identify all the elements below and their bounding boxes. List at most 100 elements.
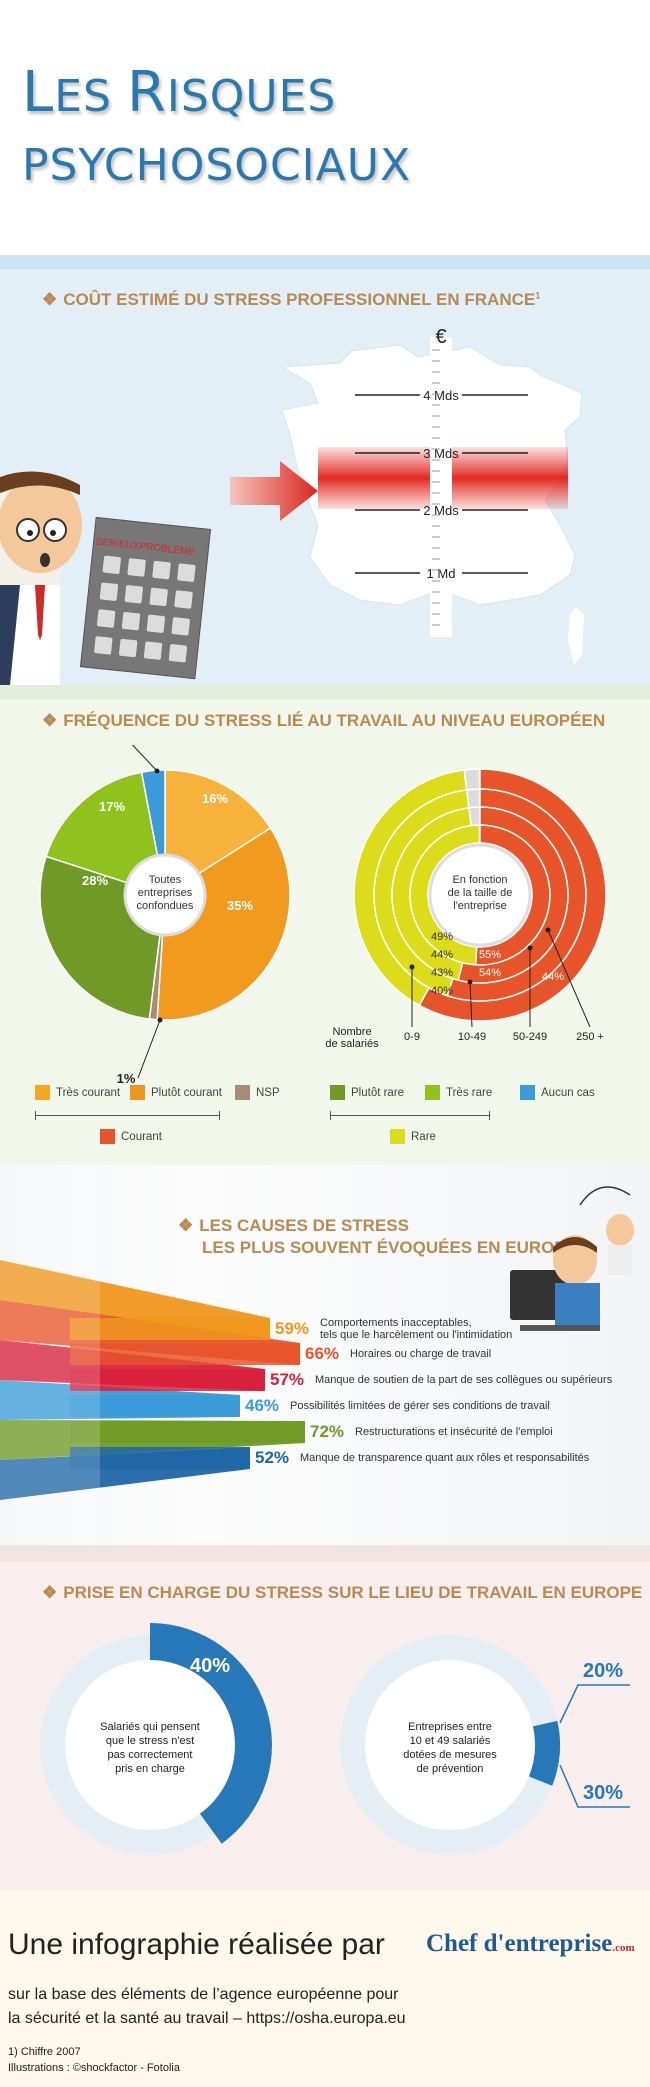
label-leader — [131, 745, 158, 772]
legend-item: NSP — [235, 1085, 280, 1100]
causes-heading-line1: LES CAUSES DE STRESS — [199, 1216, 409, 1235]
diamond-icon: ❖ — [42, 290, 58, 309]
calculator-key — [124, 585, 143, 604]
leader-dot — [157, 1017, 163, 1023]
brand-suffix: .com — [612, 1942, 635, 1954]
ring-label-rare: 40% — [431, 985, 453, 997]
currency-symbol: € — [435, 326, 446, 348]
scale-label: 4 Mds — [423, 388, 459, 403]
support-charts: 40% Salariés qui pensent que le stress n'e… — [40, 1623, 630, 1855]
title-text-1: LES RISQUES — [22, 60, 337, 125]
scale-label: 2 Mds — [423, 503, 459, 518]
ring-segment-other — [463, 768, 481, 791]
leader-dot — [545, 927, 551, 933]
support-heading-text: PRISE EN CHARGE DU STRESS SUR LE LIEU DE… — [63, 1583, 643, 1602]
calculator-key — [99, 582, 119, 601]
donut-center-label: pris en charge — [115, 1763, 185, 1775]
ring-segment-other — [468, 806, 481, 827]
cause-bar — [70, 1395, 240, 1417]
brand-name: Chef d'entreprise — [426, 1930, 613, 1957]
leader-dot — [527, 945, 533, 951]
donut-center — [65, 1660, 235, 1830]
brand-logo[interactable]: Chef d'entreprise.com — [426, 1930, 635, 1958]
ring-center-label: l'entreprise — [453, 900, 506, 912]
size-group-label: 10-49 — [458, 1031, 486, 1043]
legend-label: Aucun cas — [541, 1086, 595, 1099]
legend-item: Aucun cas — [520, 1085, 595, 1100]
causes-heading-line2: LES PLUS SOUVENT ÉVOQUÉES EN EUROPE — [202, 1238, 578, 1257]
value-leader — [559, 1764, 630, 1808]
credit-line: Une infographie réalisée par — [8, 1928, 385, 1962]
ring-label-courant: 55% — [479, 949, 501, 961]
cause-percent: 59% — [275, 1319, 310, 1338]
legend-label: Très courant — [56, 1086, 121, 1099]
calculator-key — [177, 563, 196, 582]
man-at-computer-illustration — [510, 1186, 634, 1331]
pie-data-label: 17% — [99, 799, 125, 814]
donut-center-label: dotées de mesures — [403, 1749, 497, 1761]
causes-section: ❖ LES CAUSES DE STRESS LES PLUS SOUVENT É… — [0, 1165, 650, 1545]
illustration-credit: Illustrations : ©shockfactor - Fotolia — [8, 2062, 180, 2074]
donut-center-label: 10 et 49 salariés — [410, 1735, 491, 1747]
pie-slice — [45, 771, 166, 897]
ring-center — [428, 843, 532, 947]
donut-value-label: 30% — [583, 1782, 623, 1804]
ring-label-courant: 58% — [479, 931, 501, 943]
page-title-line2: PSYCHOSOCIAUX — [22, 140, 411, 191]
footnote-mark: 1 — [535, 290, 541, 301]
support-heading: ❖ PRISE EN CHARGE DU STRESS SUR LE LIEU D… — [42, 1583, 642, 1603]
cause-label: Manque de transparence quant aux rôles e… — [300, 1452, 590, 1464]
calculator-key — [146, 614, 166, 633]
cause-percent: 52% — [255, 1448, 290, 1467]
legend-item: Plutôt courant — [130, 1085, 222, 1100]
pie-data-label: 16% — [202, 791, 228, 806]
size-leader — [547, 929, 591, 1028]
size-group-label: 50-249 — [513, 1031, 547, 1043]
credit-prefix: Une infographie réalisée par — [8, 1928, 385, 1961]
ring-label-rare: 44% — [431, 949, 453, 961]
frequency-heading: ❖ FRÉQUENCE DU STRESS LIÉ AU TRAVAIL AU N… — [42, 711, 605, 731]
page-fold — [0, 1165, 100, 1545]
calculator-key — [149, 587, 168, 607]
calculator-key — [152, 560, 171, 580]
arrow-icon — [230, 461, 318, 521]
calculator-key — [102, 555, 121, 574]
cost-heading: ❖ COÛT ESTIMÉ DU STRESS PROFESSIONNEL EN … — [42, 290, 540, 310]
ring-label-outer: 44% — [542, 971, 564, 983]
header: LES RISQUES PSYCHOSOCIAUX — [0, 0, 650, 255]
legend-swatch — [235, 1085, 250, 1100]
donut-segment — [150, 1623, 272, 1844]
donut-center-label: Salariés qui pensent — [100, 1721, 200, 1733]
donut-center-label: Entreprises entre — [408, 1721, 492, 1733]
cost-heading-text: COÛT ESTIMÉ DU STRESS PROFESSIONNEL EN F… — [63, 290, 536, 309]
legend-swatch — [130, 1085, 145, 1100]
footnote-text: 1) Chiffre 2007 — [8, 2046, 81, 2058]
cause-bar — [70, 1447, 250, 1469]
page-title-line1: LES RISQUES — [22, 60, 336, 125]
cause-label: Restructurations et insécurité de l'empl… — [355, 1426, 553, 1438]
pie-center-label: confondues — [137, 900, 194, 912]
cost-section: ❖ COÛT ESTIMÉ DU STRESS PROFESSIONNEL EN … — [0, 255, 650, 685]
legend-label: Courant — [121, 1130, 162, 1143]
cause-label: Manque de soutien de la part de ses coll… — [315, 1374, 613, 1386]
donut-value-label: 20% — [583, 1660, 623, 1682]
legend-label: Très rare — [446, 1086, 493, 1099]
support-section-band — [0, 1545, 650, 1561]
legend-item: Très courant — [35, 1085, 120, 1100]
source-line2[interactable]: la sécurité et la santé au travail – htt… — [8, 2010, 406, 2027]
calculator-key — [127, 558, 146, 577]
pie-center — [123, 853, 207, 937]
title-text-2: PSYCHOSOCIAUX — [22, 140, 412, 191]
cause-bar — [70, 1369, 265, 1391]
calculator-key — [168, 644, 188, 663]
calculator-key — [119, 638, 138, 658]
donut-center-label: de prévention — [417, 1763, 484, 1775]
support-section: ❖ PRISE EN CHARGE DU STRESS SUR LE LIEU D… — [0, 1545, 650, 1890]
donut-center-label: pas correctement — [108, 1749, 193, 1761]
legend-label: Plutôt courant — [151, 1086, 222, 1099]
legend-bracket-right — [330, 1111, 490, 1120]
scale-label: 3 Mds — [423, 446, 459, 461]
legend-swatch — [100, 1129, 115, 1144]
legend-swatch — [35, 1085, 50, 1100]
